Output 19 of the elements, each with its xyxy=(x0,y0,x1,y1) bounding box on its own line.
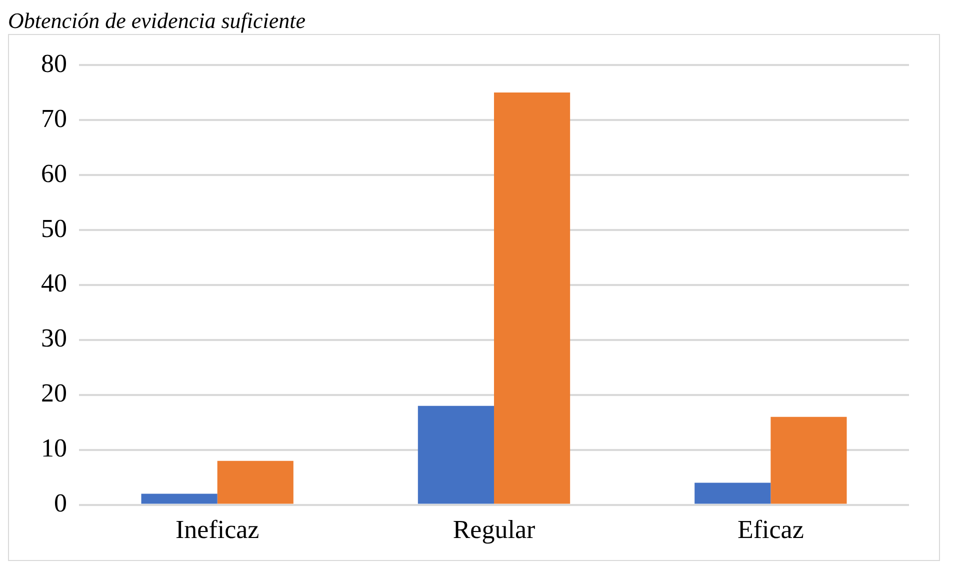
x-tick-label: Ineficaz xyxy=(175,515,260,544)
y-tick-label: 10 xyxy=(41,434,67,463)
y-tick-label: 70 xyxy=(41,104,67,133)
y-tick-label: 0 xyxy=(54,488,67,518)
y-tick-label: 80 xyxy=(41,48,67,78)
y-tick-label: 40 xyxy=(41,268,67,298)
bar xyxy=(770,416,847,504)
bar xyxy=(217,460,294,504)
bar xyxy=(494,92,570,504)
bar xyxy=(694,482,771,504)
chart-title: Obtención de evidencia suficiente xyxy=(8,8,306,34)
y-tick-label: 20 xyxy=(41,378,67,408)
y-tick-label: 60 xyxy=(41,158,67,188)
y-tick-label: 50 xyxy=(41,214,67,243)
x-tick-label: Eficaz xyxy=(737,515,804,544)
bar xyxy=(141,494,218,504)
y-tick-label: 30 xyxy=(41,324,67,353)
bar xyxy=(418,406,494,504)
x-tick-label: Regular xyxy=(452,515,536,544)
